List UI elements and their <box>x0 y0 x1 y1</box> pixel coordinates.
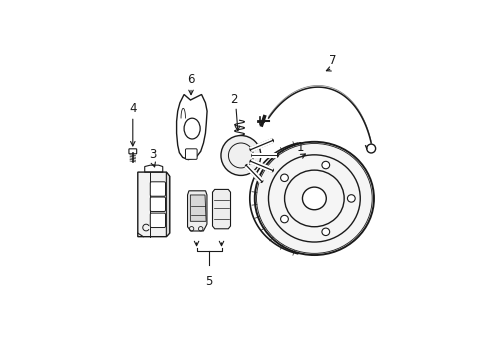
FancyBboxPatch shape <box>150 182 165 196</box>
Text: 6: 6 <box>187 73 194 86</box>
Text: 2: 2 <box>230 93 237 105</box>
Ellipse shape <box>321 161 329 169</box>
Ellipse shape <box>302 187 325 210</box>
Text: 7: 7 <box>328 54 335 67</box>
Ellipse shape <box>254 142 373 255</box>
Polygon shape <box>212 189 230 229</box>
Polygon shape <box>190 195 206 221</box>
Circle shape <box>221 135 260 175</box>
Polygon shape <box>138 172 169 237</box>
FancyBboxPatch shape <box>150 197 165 211</box>
Ellipse shape <box>183 118 200 139</box>
Ellipse shape <box>280 174 288 181</box>
FancyBboxPatch shape <box>185 149 197 159</box>
Ellipse shape <box>321 228 329 235</box>
Text: 3: 3 <box>149 148 157 161</box>
Polygon shape <box>166 172 169 237</box>
Ellipse shape <box>280 215 288 223</box>
Text: 1: 1 <box>296 141 304 154</box>
Text: 4: 4 <box>129 102 136 115</box>
Text: 5: 5 <box>205 275 212 288</box>
FancyBboxPatch shape <box>150 213 165 228</box>
Polygon shape <box>187 191 206 231</box>
Ellipse shape <box>347 195 354 202</box>
